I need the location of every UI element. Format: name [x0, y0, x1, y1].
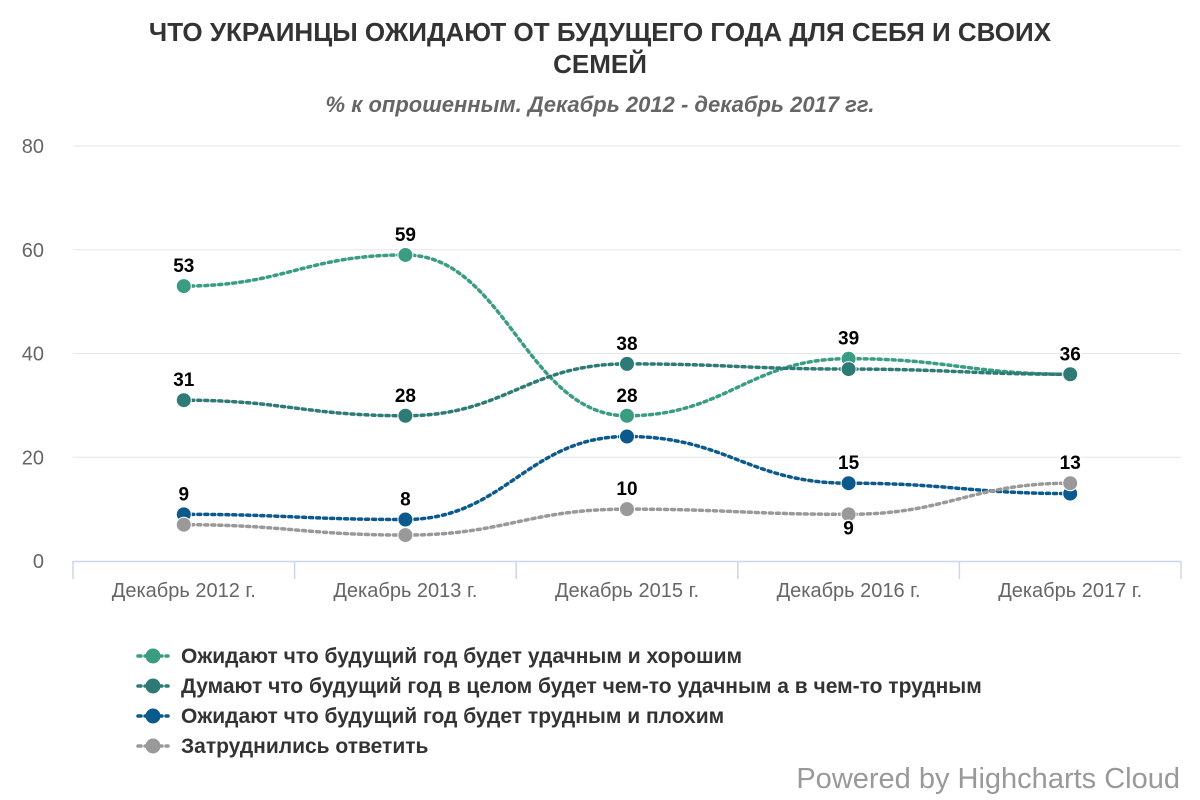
legend-label: Ожидают что будущий год будет трудным и …: [181, 705, 724, 728]
data-point: [397, 527, 414, 544]
data-label: 8: [400, 490, 411, 511]
data-point: [619, 501, 635, 518]
y-tick-label: 20: [22, 447, 44, 469]
legend-marker: [145, 738, 161, 754]
legend-marker: [145, 678, 161, 694]
series-line: [182, 253, 1072, 418]
legend-item[interactable]: Ожидают что будущий год будет удачным и …: [136, 645, 742, 668]
data-point: [840, 475, 857, 492]
credits-link[interactable]: Powered by Highcharts Cloud: [796, 763, 1180, 795]
data-point: [1062, 475, 1079, 492]
data-point: [397, 407, 414, 424]
y-tick-label: 40: [22, 344, 44, 366]
data-label: 39: [838, 329, 859, 350]
data-point: [619, 407, 635, 424]
x-tick-label: Декабрь 2012 г.: [112, 580, 256, 602]
chart-subtitle: % к опрошенным. Декабрь 2012 - декабрь 2…: [325, 92, 875, 117]
data-label: 28: [395, 386, 416, 407]
data-label: 59: [395, 225, 416, 246]
legend-marker: [145, 648, 161, 664]
grid-layer: [73, 145, 1181, 458]
x-tick-label: Декабрь 2016 г.: [777, 580, 921, 602]
data-point: [619, 428, 635, 445]
y-tick-label: 60: [22, 240, 44, 262]
data-point: [397, 511, 414, 528]
legend-marker: [145, 708, 161, 724]
data-point: [397, 246, 414, 263]
data-label: 36: [1060, 344, 1081, 365]
data-label: 28: [616, 386, 637, 407]
data-label: 31: [173, 370, 195, 391]
data-label: 38: [616, 334, 637, 355]
y-tick-label: 0: [33, 551, 44, 573]
legend-item[interactable]: Думают что будущий год в целом будет чем…: [136, 675, 982, 698]
data-label: 53: [173, 256, 194, 277]
data-label: 9: [179, 484, 190, 505]
x-tick-label: Декабрь 2013 г.: [333, 580, 477, 602]
data-point: [175, 278, 192, 295]
chart-title: ЧТО УКРАИНЦЫ ОЖИДАЮТ ОТ БУДУЩЕГО ГОДА ДЛ…: [148, 17, 1052, 79]
axis-layer: 0 20 40 60 80 Декабрь 2012 г. Декабрь 2013 г. Д…: [22, 136, 1182, 602]
data-point: [175, 516, 192, 533]
data-label: 9: [843, 518, 854, 539]
legend-item[interactable]: Ожидают что будущий год будет трудным и …: [136, 705, 724, 728]
legend-label: Затруднились ответить: [181, 735, 429, 758]
data-point: [840, 506, 857, 523]
series-layer: [175, 246, 1079, 544]
legend-label: Думают что будущий год в целом будет чем…: [181, 675, 982, 698]
data-label: 15: [838, 453, 860, 474]
data-label: 10: [616, 479, 637, 500]
y-tick-label: 80: [22, 136, 44, 158]
legend-item[interactable]: Затруднились ответить: [136, 735, 429, 758]
legend: Ожидают что будущий год будет удачным и …: [136, 645, 982, 758]
data-point: [619, 355, 635, 372]
label-layer: 53 59 28 39 36 31 28 38 9 8 15 10 9 13: [172, 223, 1083, 540]
data-point: [175, 392, 192, 409]
x-tick-label: Декабрь 2015 г.: [555, 580, 699, 602]
data-point: [1062, 366, 1079, 383]
legend-label: Ожидают что будущий год будет удачным и …: [181, 645, 742, 668]
data-label: 13: [1060, 453, 1081, 474]
data-point: [840, 361, 857, 378]
x-tick-label: Декабрь 2017 г.: [998, 580, 1142, 602]
